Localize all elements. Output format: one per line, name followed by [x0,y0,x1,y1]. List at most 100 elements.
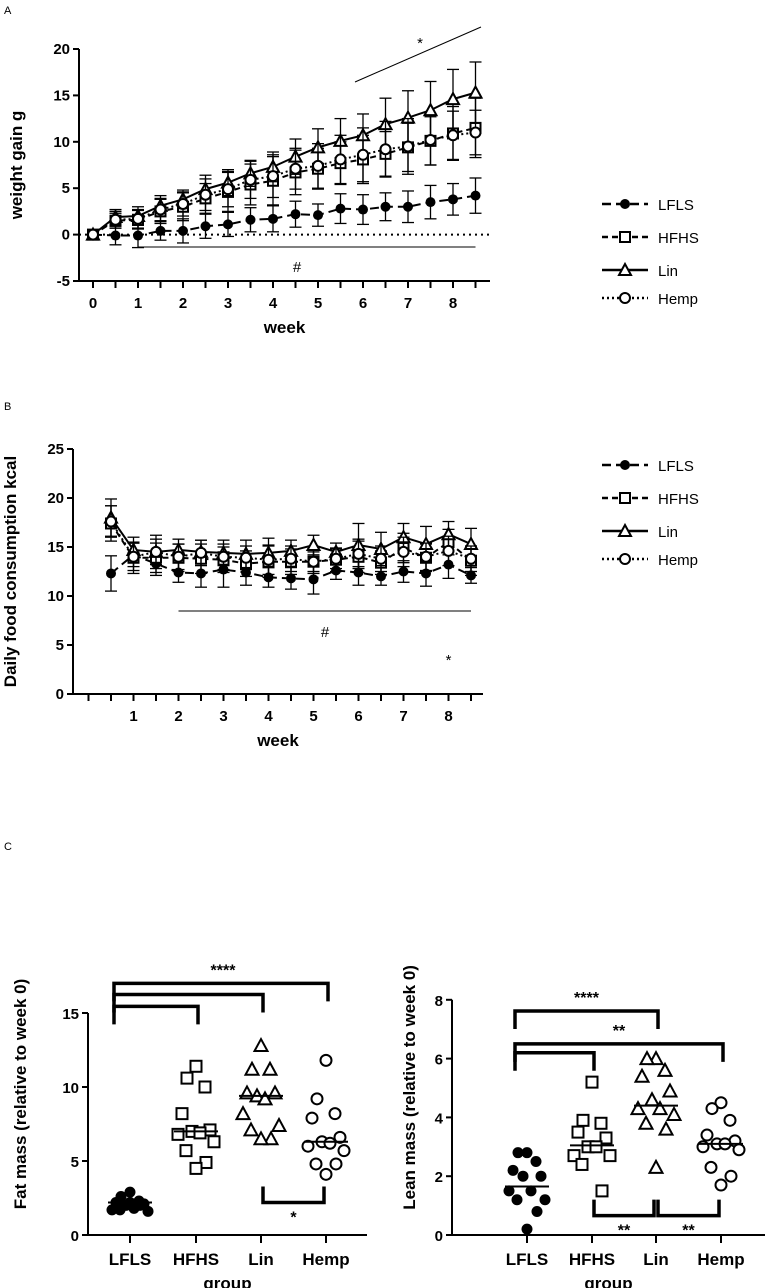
series-Lin [85,61,484,241]
data-point [200,221,211,232]
data-point [637,1114,655,1130]
data-point [380,201,391,212]
data-point [643,1091,661,1107]
significance-bracket [592,1199,656,1218]
y-tick-label: 8 [435,993,443,1010]
series-line [92,131,476,236]
data-point [521,1223,533,1235]
data-point [465,552,477,565]
data-point [629,1099,647,1116]
y-tick-label: 0 [62,227,70,244]
data-point [530,1156,542,1167]
legend-marker [617,261,633,276]
group-Hemp [696,1096,746,1192]
data-point [425,197,436,208]
y-axis-title: Lean mass (relative to week 0) [400,965,419,1210]
significance-bracket [112,992,265,1013]
data-point [319,1053,333,1067]
data-point [447,129,459,142]
data-point [175,1107,189,1121]
data-point [335,203,346,214]
chart-C-fat: 0 5 10 15 LFLS HFHS Lin Hemp group Fat mass (rela… [11,962,367,1288]
y-tick-label: 0 [435,1228,443,1245]
data-point [525,1185,537,1197]
data-point [245,214,256,225]
data-point [665,1105,683,1121]
group-Lin [629,1050,683,1174]
group-LFLS [503,1147,551,1235]
series-LFLS [88,177,482,249]
y-tick-label: 15 [47,539,64,556]
y-axis-title: weight gain g [7,111,26,221]
data-point [132,212,144,225]
significance-label: ** [618,1223,631,1240]
y-tick-label: 15 [62,1006,79,1023]
legend-marker [619,492,631,504]
legend-label: Lin [658,263,678,280]
data-point [638,1050,656,1066]
data-point [595,1184,609,1198]
x-tick-label: 1 [134,295,142,312]
data-point [262,553,275,566]
data-point [704,1160,718,1174]
data-point [307,555,320,568]
significance-hash: # [293,259,302,276]
y-tick-label: 15 [53,87,70,104]
data-point [424,133,437,146]
x-tick-label: 2 [179,295,187,312]
x-tick-label: 5 [309,708,317,725]
legend-label: Hemp [658,291,698,308]
data-point [352,547,365,560]
significance-label: * [290,1209,297,1226]
data-point [178,225,188,236]
data-point [397,545,410,558]
data-point [531,1205,543,1217]
x-axis-title: group [203,1274,251,1288]
significance-star: * [446,652,452,669]
y-tick-label: 6 [435,1052,443,1069]
significance-hash: # [321,624,330,641]
data-point [334,153,347,166]
legend-label: LFLS [658,197,694,214]
y-tick-label: 4 [435,1110,444,1127]
data-point [357,148,369,161]
chart-B: 0 5 10 15 20 25 1 2 3 4 5 6 7 8 week Daily food consump… [1,441,699,750]
data-point [261,1060,279,1076]
data-point [171,1127,185,1141]
data-point [467,84,484,99]
data-point [313,210,323,221]
data-point [222,183,234,196]
data-point [511,1194,523,1206]
y-tick-label: 20 [47,490,64,507]
significance-bracket [513,1009,660,1029]
panel-label: B [4,401,11,413]
x-tick-label: 7 [404,295,412,312]
data-point [420,550,432,563]
data-point [521,1147,533,1159]
data-point [656,1061,674,1077]
significance-bracket [261,1186,326,1205]
data-point [268,213,278,224]
series-line [110,553,472,581]
data-point [193,1126,207,1140]
legend-marker [619,292,631,304]
data-point [262,1130,280,1146]
x-tick-label: HFHS [569,1250,615,1269]
y-tick-label: 2 [435,1169,443,1186]
x-axis-title: week [256,731,299,750]
data-point [87,228,99,241]
group-HFHS [171,1059,221,1175]
data-point [189,1059,203,1073]
data-point [535,1170,547,1182]
data-point [403,201,413,212]
legend-marker [620,460,630,470]
data-point [114,1204,126,1216]
data-point [106,568,116,579]
x-tick-label: 2 [174,708,182,725]
data-point [422,102,439,117]
data-point [244,173,257,186]
data-point [154,203,167,216]
data-point [724,1169,738,1183]
data-point [124,1186,136,1198]
legend-marker [619,553,631,565]
